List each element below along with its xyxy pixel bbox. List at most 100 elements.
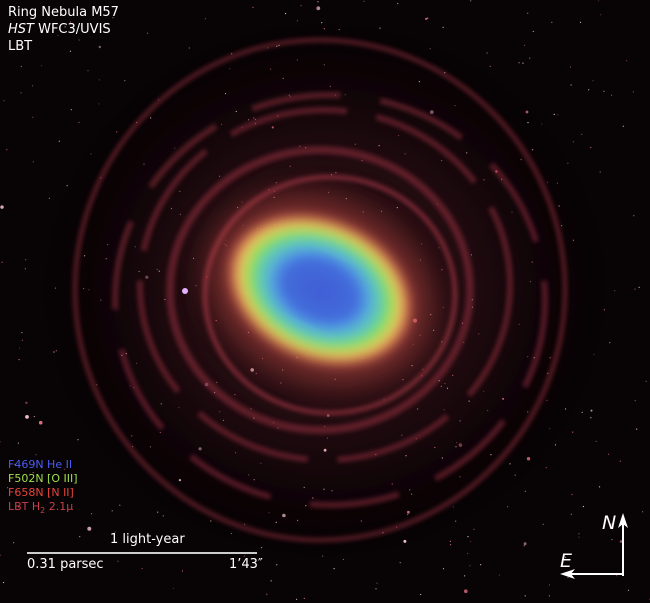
star bbox=[172, 587, 174, 589]
caption-telescope: HST bbox=[8, 22, 34, 37]
star bbox=[529, 57, 531, 59]
star bbox=[399, 562, 401, 564]
star bbox=[19, 347, 21, 349]
star bbox=[632, 91, 634, 93]
star bbox=[614, 290, 616, 292]
star bbox=[57, 34, 59, 36]
star bbox=[557, 114, 559, 116]
star bbox=[603, 90, 605, 92]
star bbox=[420, 593, 422, 596]
star bbox=[25, 259, 27, 261]
star bbox=[427, 17, 429, 19]
star bbox=[69, 50, 71, 52]
star bbox=[442, 568, 445, 570]
star bbox=[25, 401, 28, 404]
star bbox=[117, 560, 119, 562]
star bbox=[599, 486, 601, 488]
star bbox=[38, 420, 43, 425]
star bbox=[17, 506, 19, 508]
star bbox=[572, 431, 574, 433]
star bbox=[622, 125, 624, 127]
bright-star bbox=[182, 288, 188, 294]
star bbox=[567, 162, 569, 164]
star bbox=[590, 409, 593, 412]
star bbox=[63, 468, 66, 470]
star bbox=[32, 116, 34, 118]
star bbox=[20, 92, 22, 94]
star bbox=[276, 564, 278, 566]
star bbox=[141, 567, 143, 570]
star bbox=[542, 523, 544, 525]
star bbox=[32, 161, 34, 163]
star bbox=[119, 504, 121, 506]
star bbox=[570, 513, 572, 515]
star bbox=[33, 415, 35, 418]
star bbox=[7, 487, 9, 489]
star bbox=[70, 109, 72, 111]
star bbox=[157, 511, 159, 513]
caption-lbt: LBT bbox=[8, 39, 33, 54]
legend-oiii: F502N [O III] bbox=[8, 472, 78, 485]
star bbox=[551, 21, 553, 23]
compass-arrows-icon bbox=[560, 513, 628, 579]
scale-label-arcsec: 1’43″ bbox=[229, 557, 263, 572]
star bbox=[634, 400, 636, 402]
star bbox=[270, 580, 272, 582]
star bbox=[570, 84, 572, 86]
star bbox=[545, 467, 547, 469]
star bbox=[20, 65, 22, 68]
star bbox=[595, 440, 597, 442]
star bbox=[322, 555, 324, 557]
star bbox=[579, 21, 582, 23]
star bbox=[522, 62, 524, 64]
star bbox=[554, 444, 557, 446]
star bbox=[464, 575, 466, 577]
star bbox=[553, 113, 555, 115]
star bbox=[333, 568, 335, 570]
star bbox=[523, 545, 525, 547]
scale-label-light-year: 1 light-year bbox=[110, 532, 185, 547]
star bbox=[114, 531, 116, 533]
star bbox=[524, 595, 526, 597]
star bbox=[571, 493, 573, 496]
legend-heii: F469N He II bbox=[8, 458, 73, 471]
star bbox=[582, 505, 585, 508]
star bbox=[572, 141, 575, 143]
star bbox=[243, 555, 245, 557]
star bbox=[78, 121, 80, 123]
star bbox=[567, 577, 569, 579]
star bbox=[616, 575, 618, 577]
star bbox=[578, 536, 580, 538]
legend-h2: LBT H2 2.1μ bbox=[8, 500, 78, 518]
filter-legend: F469N He II F502N [O III] F658N [N II] L… bbox=[8, 458, 78, 518]
compass: N E bbox=[555, 510, 635, 589]
main-ring bbox=[206, 192, 434, 388]
star bbox=[316, 6, 321, 11]
star bbox=[611, 94, 613, 96]
legend-h2-prefix: LBT H bbox=[8, 500, 41, 513]
star bbox=[21, 339, 23, 341]
star bbox=[0, 554, 1, 556]
caption-instrument: HST WFC3/UVIS bbox=[8, 21, 119, 38]
star bbox=[425, 17, 428, 20]
star bbox=[303, 597, 305, 600]
star bbox=[24, 268, 26, 270]
star bbox=[0, 441, 1, 443]
star bbox=[599, 171, 601, 173]
star bbox=[230, 532, 232, 535]
star bbox=[480, 564, 482, 566]
star bbox=[64, 26, 66, 28]
star bbox=[6, 149, 8, 151]
star bbox=[90, 513, 93, 515]
star bbox=[323, 28, 325, 30]
star bbox=[296, 20, 298, 22]
star bbox=[162, 515, 164, 517]
star bbox=[524, 490, 527, 492]
star bbox=[1, 261, 3, 263]
star bbox=[619, 460, 621, 462]
star bbox=[486, 52, 488, 54]
star bbox=[66, 185, 68, 187]
star bbox=[342, 558, 344, 561]
star bbox=[548, 595, 551, 597]
